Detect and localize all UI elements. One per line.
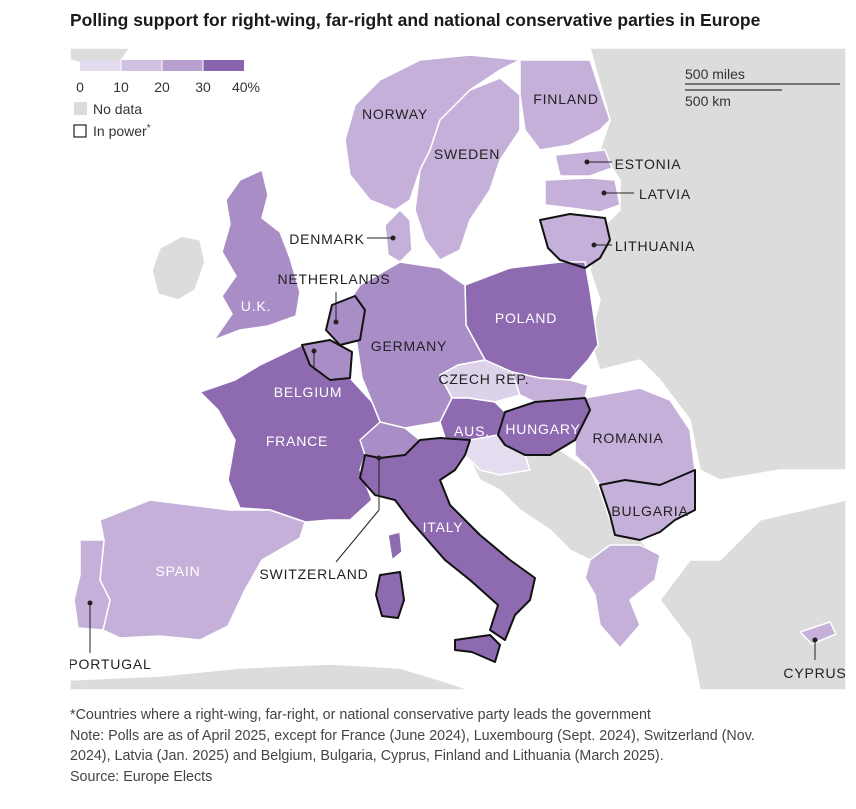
legend-tick-20: 20 [154,79,170,95]
label-czech: CZECH REP. [439,371,530,387]
outline-sicily [454,634,501,663]
outline-netherlands [325,295,366,346]
europe-map: 0 10 20 30 40% No data In power* 500 mil… [70,48,846,690]
label-norway: NORWAY [362,106,428,122]
no-data-label: No data [93,101,142,117]
outline-belgium [301,339,353,381]
country-finland [519,59,611,151]
country-norway [344,54,521,211]
outline-lithuania [539,213,611,269]
label-france: FRANCE [266,433,328,449]
eastern-no-data-land [589,48,846,690]
label-sweden: SWEDEN [434,146,500,162]
country-portugal [73,539,111,631]
outline-sardinia [375,571,405,619]
legend-tick-0: 0 [76,79,84,95]
dot-latvia [601,190,607,196]
dot-estonia [584,159,590,165]
footer-notes: *Countries where a right-wing, far-right… [70,705,840,787]
legend-tick-10: 10 [113,79,129,95]
in-power-outlines [301,213,696,663]
no-data-swatch [74,102,87,115]
label-uk: U.K. [241,298,271,314]
label-bulgaria: BULGARIA [611,503,688,519]
label-denmark: DENMARK [289,231,365,247]
country-labels: NORWAY SWEDEN FINLAND ESTONIA LATVIA LIT… [70,91,846,681]
dot-belgium [311,348,317,354]
label-belgium: BELGIUM [274,384,343,400]
leader-lines [89,161,816,660]
country-estonia [554,149,613,177]
country-cyprus [799,621,837,645]
country-sweden [414,77,521,261]
dot-netherlands [333,319,339,325]
label-finland: FINLAND [533,91,599,107]
country-uk [213,169,301,341]
label-hungary: HUNGARY [505,421,580,437]
outline-hungary [497,397,591,456]
label-lithuania: LITHUANIA [615,238,695,254]
scale-bar: 500 miles 500 km [685,66,840,109]
country-corsica [387,531,403,561]
outline-bulgaria [599,469,696,541]
scale-km-label: 500 km [685,93,731,109]
legend-swatch-0 [80,60,121,71]
ireland-land [151,235,206,301]
label-italy: ITALY [423,519,464,535]
label-romania: ROMANIA [593,430,664,446]
footnote-in-power: *Countries where a right-wing, far-right… [70,707,651,723]
country-greece [584,544,661,649]
label-switzerland: SWITZERLAND [259,566,368,582]
dot-lithuania [591,242,597,248]
dot-portugal [87,600,93,606]
scale-miles-label: 500 miles [685,66,745,82]
outline-italy [359,437,536,641]
in-power-label: In power* [93,123,151,139]
label-austria: AUS. [454,423,490,439]
in-power-asterisk: * [147,123,151,134]
dot-denmark [390,235,396,241]
legend-swatch-1 [121,60,162,71]
label-portugal: PORTUGAL [70,656,152,672]
chart-title: Polling support for right-wing, far-righ… [70,10,761,30]
leader-dots [87,159,818,643]
label-estonia: ESTONIA [615,156,682,172]
label-netherlands: NETHERLANDS [277,271,390,287]
leader-switzerland-2 [335,509,380,563]
dot-switzerland [376,455,382,461]
legend-tick-30: 30 [195,79,211,95]
legend-swatch-3 [203,60,244,71]
label-poland: POLAND [495,310,557,326]
in-power-swatch [73,124,87,138]
country-latvia [544,177,621,213]
dot-cyprus [812,637,818,643]
source-line: Source: Europe Elects [70,768,213,785]
label-cyprus: CYPRUS [783,665,846,681]
legend-swatch-2 [162,60,203,71]
countries [73,54,837,663]
legend: 0 10 20 30 40% No data In power* [73,60,260,139]
country-denmark [384,209,413,263]
in-power-text: In power [93,123,147,139]
label-germany: GERMANY [371,338,447,354]
map-svg: 0 10 20 30 40% No data In power* 500 mil… [70,48,846,690]
north-africa-land [70,663,471,690]
label-spain: SPAIN [156,563,201,579]
legend-tick-40: 40% [232,79,260,95]
note-line-1: Note: Polls are as of April 2025, except… [70,727,755,744]
label-latvia: LATVIA [639,186,691,202]
note-line-2: 2024), Latvia (Jan. 2025) and Belgium, B… [70,748,664,764]
